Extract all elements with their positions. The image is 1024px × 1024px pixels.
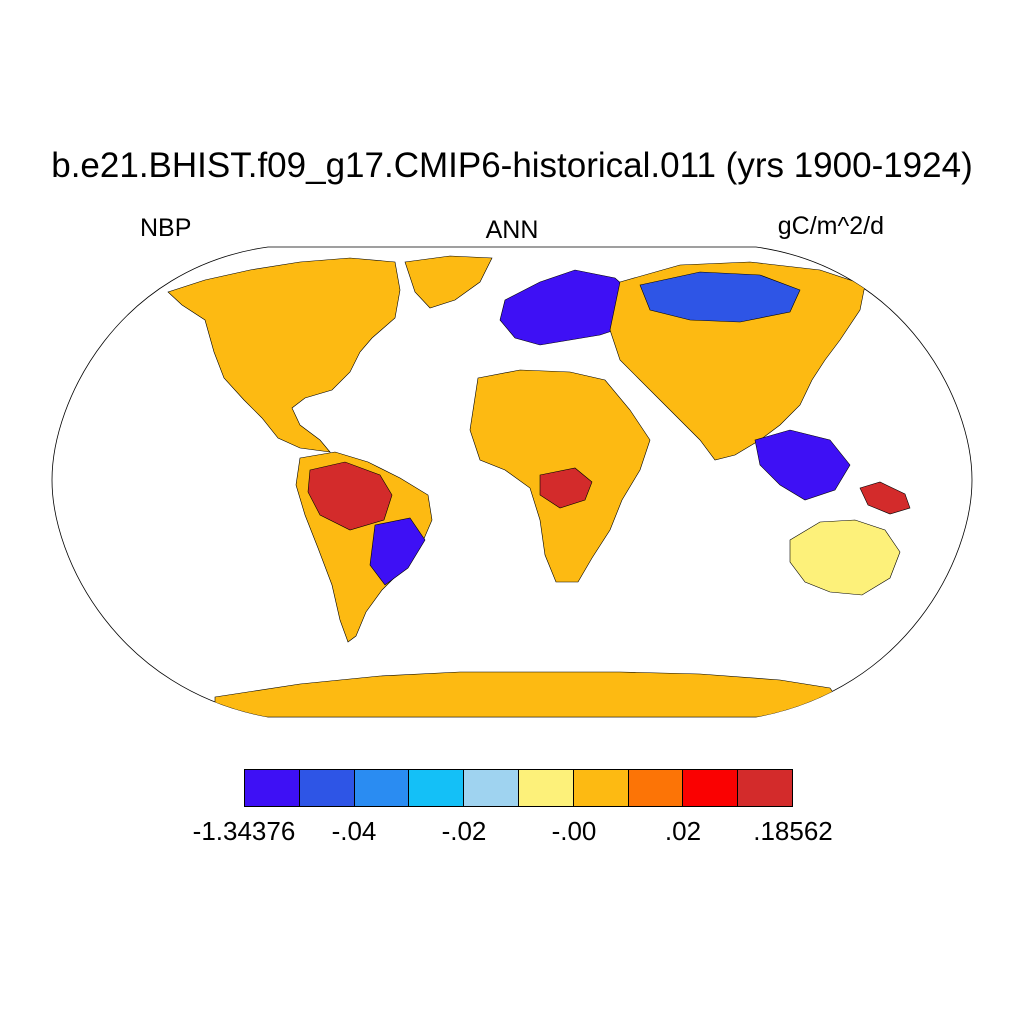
region-siberia bbox=[639, 271, 801, 323]
colorbar-swatch bbox=[245, 770, 300, 806]
colorbar-swatch bbox=[628, 770, 684, 806]
region-north-america bbox=[167, 257, 401, 453]
variable-label: NBP bbox=[140, 214, 192, 242]
colorbar-tick-label: -.00 bbox=[551, 816, 597, 846]
colorbar-swatch bbox=[409, 770, 465, 806]
colorbar-tick-label: .02 bbox=[664, 816, 702, 846]
colorbar bbox=[244, 769, 793, 807]
region-central-africa bbox=[539, 467, 593, 509]
colorbar-tick-label: .18562 bbox=[753, 816, 833, 846]
region-amazon bbox=[307, 461, 393, 531]
region-australia bbox=[789, 519, 901, 596]
region-antarctica bbox=[214, 671, 851, 717]
colorbar-swatch bbox=[738, 770, 792, 806]
colorbar-tick-label: -.02 bbox=[441, 816, 487, 846]
units-label: gC/m^2/d bbox=[777, 212, 884, 240]
colorbar-swatch bbox=[518, 770, 574, 806]
colorbar-swatch bbox=[573, 770, 629, 806]
plot-title: b.e21.BHIST.f09_g17.CMIP6-historical.011… bbox=[51, 146, 973, 185]
colorbar-swatch bbox=[683, 770, 739, 806]
colorbar-swatch bbox=[464, 770, 519, 806]
region-eastern-south-america bbox=[369, 517, 426, 586]
region-new-guinea bbox=[859, 481, 911, 515]
region-southeast-asia bbox=[754, 429, 851, 501]
colorbar-swatch bbox=[299, 770, 355, 806]
colorbar-tick-label: -.04 bbox=[331, 816, 377, 846]
season-label: ANN bbox=[485, 216, 539, 244]
colorbar-tick-label: -1.34376 bbox=[192, 816, 296, 846]
colorbar-swatch bbox=[354, 770, 410, 806]
region-greenland bbox=[404, 255, 493, 309]
